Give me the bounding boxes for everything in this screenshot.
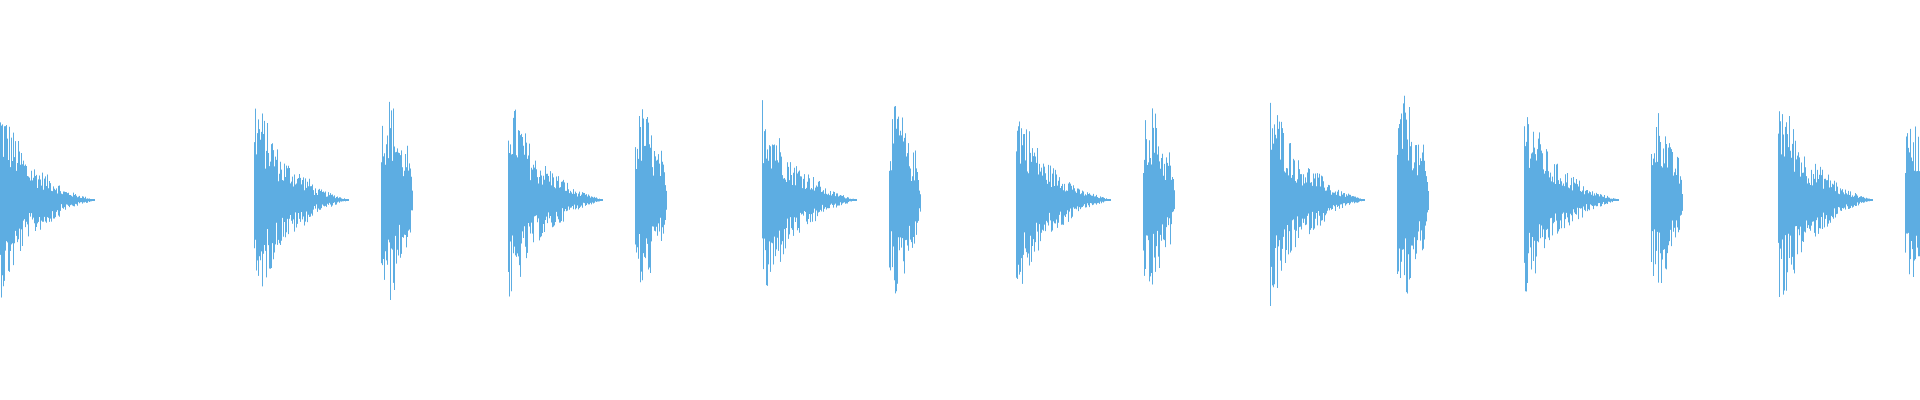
waveform-burst-short — [1143, 108, 1175, 285]
waveform-burst-long — [254, 108, 349, 287]
waveform-burst-short — [1651, 113, 1683, 283]
waveform-burst-short — [381, 101, 413, 301]
waveform-burst-long — [1016, 121, 1111, 284]
waveform-burst-long — [1524, 117, 1619, 292]
waveform-burst-long — [1778, 111, 1873, 298]
waveform-burst-long — [1270, 102, 1365, 307]
waveform-burst-long — [762, 100, 857, 286]
waveform-burst-short — [889, 105, 921, 294]
waveform-burst-short — [635, 109, 667, 283]
waveform-burst-long — [0, 122, 95, 298]
waveform-burst-long — [508, 109, 603, 297]
waveform-burst-short — [1397, 95, 1429, 294]
waveform-burst-short — [1905, 126, 1920, 278]
